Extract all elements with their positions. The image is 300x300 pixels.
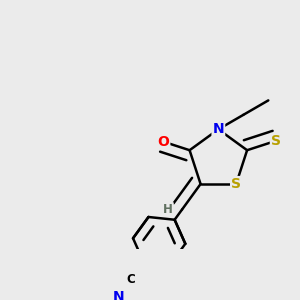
Text: C: C: [127, 273, 135, 286]
Text: O: O: [158, 135, 169, 149]
Text: N: N: [113, 290, 124, 300]
Text: S: S: [271, 134, 281, 148]
Text: N: N: [212, 122, 224, 136]
Text: S: S: [231, 177, 241, 191]
Text: H: H: [163, 203, 173, 216]
